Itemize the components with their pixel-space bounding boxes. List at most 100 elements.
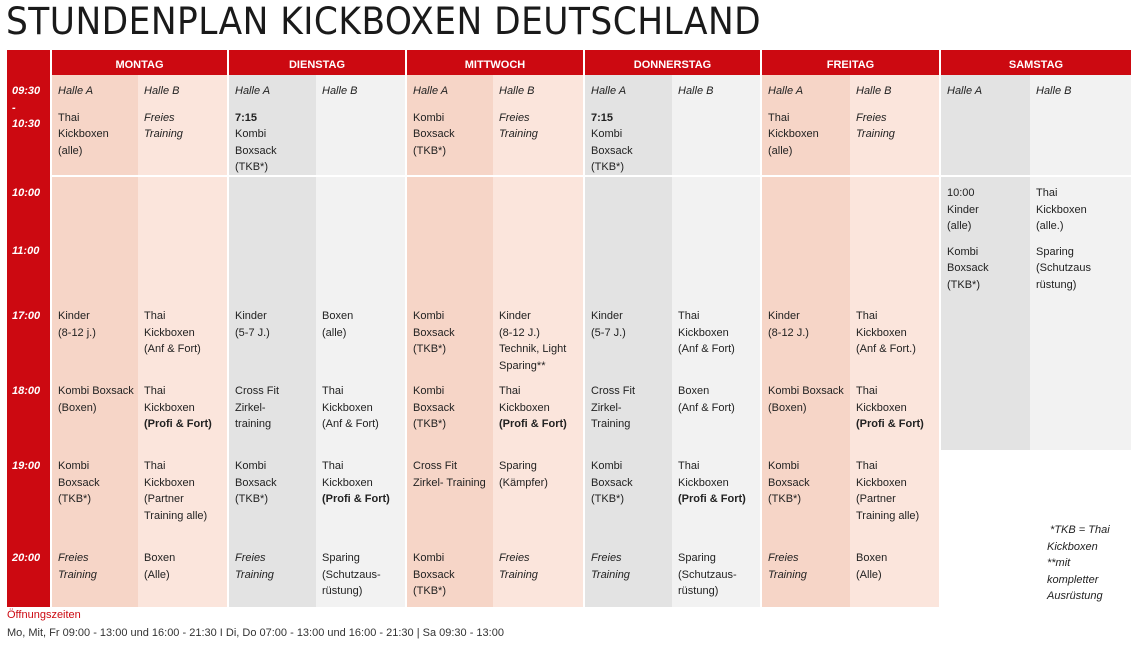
class-text: (Schutzaus-: [322, 568, 381, 581]
schedule-cell: Freies Training: [585, 542, 672, 607]
class-text: Zirkel- Training: [413, 476, 486, 489]
class-text: Kombi: [947, 245, 979, 258]
class-text: Kombi: [235, 460, 267, 472]
class-text: Cross Fit: [591, 385, 635, 397]
schedule-cell: Thai Kickboxen (Profi & Fort): [138, 375, 227, 450]
class-text: Kinder: [235, 310, 267, 322]
schedule-cell: [672, 177, 760, 300]
hall-label: Halle A: [591, 85, 627, 97]
class-text: [947, 235, 1026, 244]
schedule-cell: [941, 300, 1030, 375]
schedule-cell: Halle A Thai Kickboxen (alle): [762, 75, 850, 175]
class-text: (Alle): [144, 568, 170, 581]
class-text: Boxsack: [413, 128, 455, 140]
schedule-cell: Thai Kickboxen (Partner Training alle): [138, 450, 227, 542]
day-header-montag: MONTAG: [52, 50, 227, 75]
class-text: Kickboxen: [499, 401, 550, 414]
class-text: Thai: [856, 385, 878, 397]
class-text: 7:15: [235, 111, 258, 124]
schedule-cell: Kombi Boxsack (TKB*): [52, 450, 138, 542]
class-text: (alle): [947, 220, 972, 232]
time-text: 10:30: [12, 118, 41, 130]
schedule-cell: [941, 375, 1030, 450]
hall-label: Halle B: [499, 85, 535, 97]
class-text: Kickboxen: [856, 401, 907, 414]
hall-label: Halle A: [58, 85, 94, 97]
class-text: Boxsack: [413, 401, 455, 414]
class-text: Kombi: [58, 460, 90, 472]
class-text: rüstung): [678, 585, 719, 597]
class-text: Kinder: [499, 310, 531, 322]
class-text: Freies: [591, 552, 622, 564]
class-text: Kickboxen: [768, 128, 819, 140]
page-title: STUNDENPLAN KICKBOXEN DEUTSCHLAND: [6, 0, 762, 43]
time-text: 19:00: [12, 460, 41, 472]
class-text: Thai: [322, 460, 344, 472]
class-text: Boxen: [856, 552, 888, 564]
class-text: (TKB*): [768, 493, 801, 505]
schedule-cell: Kinder (5-7 J.): [229, 300, 316, 375]
class-text: (Profi & Fort): [499, 418, 567, 430]
schedule-cell: Halle A 7:15 Kombi Boxsack (TKB*): [229, 75, 316, 175]
schedule-cell: Halle B: [1030, 75, 1131, 175]
class-text: Training: [591, 418, 631, 430]
schedule-cell: Cross Fit Zirkel-training: [229, 375, 316, 450]
schedule-cell: Kinder (5-7 J.): [585, 300, 672, 375]
class-text: Thai: [322, 385, 344, 397]
time-text: 20:00: [12, 552, 41, 564]
schedule-cell: Kombi Boxsack (TKB*): [407, 375, 493, 450]
class-text: Thai: [144, 385, 166, 397]
schedule-cell: Kinder (8-12 j.): [52, 300, 138, 375]
class-text: Boxsack: [413, 568, 455, 581]
schedule-cell: Boxen (Anf & Fort): [672, 375, 760, 450]
schedule-cell: Thai Kickboxen (Profi & Fort): [493, 375, 583, 450]
schedule-cell: Thai Kickboxen (Anf & Fort): [138, 300, 227, 375]
schedule-cell: Cross Fit Zirkel- Training: [585, 375, 672, 450]
day-header-samstag: SAMSTAG: [941, 50, 1131, 75]
class-text: (Schutzaus-: [678, 568, 737, 581]
class-text: Kickboxen: [58, 128, 109, 140]
class-text: Training alle): [856, 509, 920, 522]
class-text: (TKB*): [413, 343, 446, 355]
class-text: Boxen: [678, 385, 710, 397]
hall-label: Halle B: [144, 85, 180, 97]
class-text: (TKB*): [413, 418, 446, 430]
class-text: Boxsack: [591, 144, 633, 157]
schedule-cell: Freies Training: [762, 542, 850, 607]
hall-label: Halle B: [678, 85, 714, 97]
class-text: (8-12 J.): [499, 326, 540, 339]
class-text: (Profi & Fort): [856, 418, 924, 430]
class-text: Boxsack: [235, 476, 277, 489]
class-text: Training: [235, 568, 274, 581]
class-text: Thai: [144, 310, 166, 322]
class-text: Kickboxen: [678, 476, 729, 489]
footnote-line: Kickboxen: [1047, 540, 1098, 553]
class-text: Freies: [499, 552, 530, 564]
class-text: Kickboxen: [144, 401, 195, 414]
class-text: (Partner: [144, 493, 184, 505]
day-header-mittwoch: MITTWOCH: [407, 50, 583, 75]
schedule-cell: Sparing (Kämpfer): [493, 450, 583, 542]
class-text: rüstung): [322, 585, 363, 597]
class-text: (Anf & Fort): [322, 418, 379, 430]
class-text: Zirkel-: [591, 401, 622, 414]
schedule-cell: Boxen (Alle): [138, 542, 227, 607]
footnote-line: kompletter: [1047, 573, 1099, 586]
class-text: Training: [58, 568, 97, 581]
class-text: Kinder: [768, 310, 800, 322]
footnote-line: *TKB = Thai: [1047, 524, 1110, 536]
class-text: Thai: [768, 111, 790, 124]
class-text: 7:15: [591, 111, 614, 124]
class-text: Boxsack: [768, 476, 810, 489]
schedule-cell: Halle B Freies Training: [493, 75, 583, 175]
class-text: Kickboxen: [856, 326, 907, 339]
time-text: -: [12, 101, 16, 114]
class-text: (5-7 J.): [591, 326, 626, 339]
class-text: Kombi: [235, 128, 267, 140]
class-text: (5-7 J.): [235, 326, 270, 339]
schedule-cell: Cross Fit Zirkel- Training: [407, 450, 493, 542]
class-text: Thai: [678, 460, 700, 472]
class-text: Thai: [1036, 187, 1058, 199]
day-header-freitag: FREITAG: [762, 50, 939, 75]
schedule-cell: Kinder (8-12 J.): [762, 300, 850, 375]
